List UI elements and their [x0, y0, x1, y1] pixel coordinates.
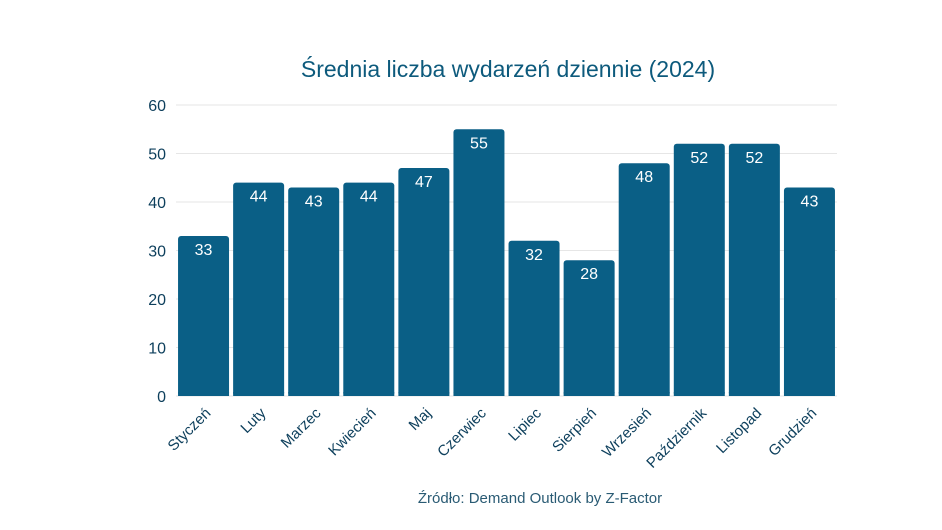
- x-tick-label: Luty: [237, 404, 269, 436]
- bar-grudzień[interactable]: [783, 187, 835, 396]
- bar-base: [563, 392, 615, 396]
- x-tick-label: Wrzesień: [599, 405, 655, 461]
- bar-październik[interactable]: [673, 143, 725, 396]
- x-tick-label: Grudzień: [765, 405, 820, 460]
- y-tick-label: 60: [148, 98, 166, 115]
- bar-base: [178, 392, 230, 396]
- y-tick-label: 30: [148, 244, 166, 261]
- bar-base: [783, 392, 835, 396]
- bar-base: [508, 392, 560, 396]
- grid-lines: [176, 104, 837, 397]
- bar-value-label: 28: [580, 266, 598, 283]
- x-tick-label: Październik: [643, 404, 710, 471]
- source-note: Źródło: Demand Outlook by Z-Factor: [417, 490, 663, 507]
- x-tick-label: Listopad: [713, 405, 765, 457]
- bar-value-label: 48: [635, 169, 653, 186]
- x-tick-label: Sierpień: [549, 405, 600, 456]
- bar-base: [728, 392, 780, 396]
- x-tick-label: Lipiec: [505, 404, 545, 444]
- bar-base: [398, 392, 450, 396]
- bar-marzec[interactable]: [288, 187, 340, 396]
- bar-styczeń[interactable]: [178, 235, 230, 396]
- bar-value-label: 43: [801, 193, 819, 210]
- y-axis-ticks: 0 10 20 30 40 50 60: [148, 98, 166, 406]
- bar-value-label: 47: [415, 174, 433, 191]
- bar-base: [453, 392, 505, 396]
- bars: [178, 129, 835, 396]
- bar-value-label: 52: [745, 150, 763, 167]
- bar-value-label: 32: [525, 247, 543, 264]
- bar-listopad[interactable]: [728, 143, 780, 396]
- bar-value-label: 52: [690, 150, 708, 167]
- x-tick-label: Styczeń: [165, 405, 215, 455]
- bar-base: [233, 392, 285, 396]
- x-tick-label: Kwiecień: [325, 405, 379, 459]
- y-tick-label: 50: [148, 147, 166, 164]
- bar-value-label: 55: [470, 135, 488, 152]
- bar-lipiec[interactable]: [508, 240, 560, 396]
- x-tick-label: Marzec: [278, 404, 325, 451]
- bar-value-labels: 33 44 43 44 47 55 32 28 48 52 52 43: [195, 135, 819, 283]
- bar-base: [343, 392, 395, 396]
- bar-value-label: 44: [360, 189, 378, 206]
- bar-maj[interactable]: [398, 168, 450, 396]
- bar-value-label: 33: [195, 242, 213, 259]
- y-tick-label: 0: [157, 389, 166, 406]
- bar-base: [618, 392, 670, 396]
- bar-luty[interactable]: [233, 182, 285, 396]
- chart-title: Średnia liczba wydarzeń dziennie (2024): [300, 56, 716, 82]
- x-axis-ticks: Styczeń Luty Marzec Kwiecień Maj Czerwiec Lipi…: [165, 404, 821, 471]
- bar-value-label: 43: [305, 193, 323, 210]
- bar-sierpień[interactable]: [563, 260, 615, 396]
- y-tick-label: 40: [148, 195, 166, 212]
- y-tick-label: 10: [148, 341, 166, 358]
- bar-base: [288, 392, 340, 396]
- bar-base: [673, 392, 725, 396]
- x-tick-label: Czerwiec: [434, 404, 490, 460]
- bar-wrzesień[interactable]: [618, 163, 670, 396]
- bar-czerwiec[interactable]: [453, 129, 505, 396]
- bar-kwiecień[interactable]: [343, 182, 395, 396]
- x-tick-label: Maj: [406, 405, 435, 434]
- bar-value-label: 44: [250, 189, 268, 206]
- y-tick-label: 20: [148, 292, 166, 309]
